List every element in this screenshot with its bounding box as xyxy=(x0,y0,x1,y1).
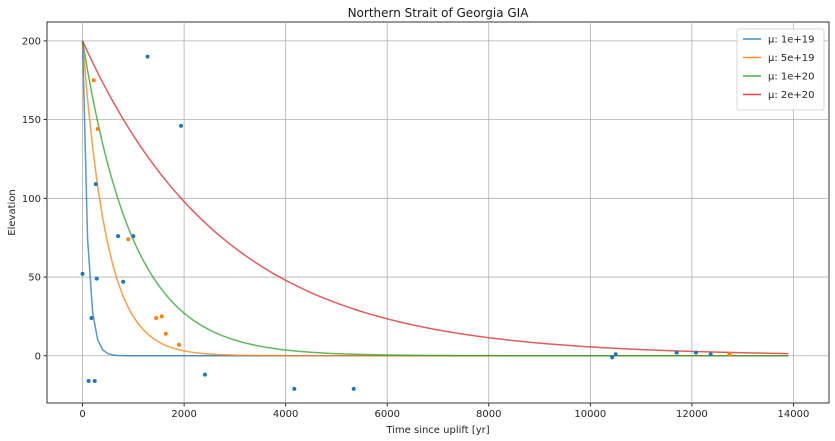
data-point-1e+19 xyxy=(86,378,91,383)
plot-area xyxy=(46,21,830,404)
axis-ticks: 0 2000 4000 6000 8000 10000 12000 14000 0 50 100 15… xyxy=(22,36,809,420)
legend-label-5e+19: μ: 5e+19 xyxy=(768,53,815,64)
data-point-5e+19 xyxy=(95,127,100,132)
grid xyxy=(47,22,829,403)
y-tick-label: 50 xyxy=(28,273,41,284)
data-point-1e+19 xyxy=(116,234,121,239)
y-tick-label: 0 xyxy=(35,351,41,362)
legend-label-1e+19: μ: 1e+19 xyxy=(768,35,815,46)
series-line-1e+20 xyxy=(81,40,789,357)
data-point-5e+19 xyxy=(177,342,182,347)
data-point-1e+19 xyxy=(674,350,679,355)
x-axis-label: Time since uplift [yr] xyxy=(385,425,489,436)
legend-label-1e+20: μ: 1e+20 xyxy=(768,72,815,83)
data-point-1e+19 xyxy=(80,271,85,276)
x-tick-label: 0 xyxy=(79,409,85,420)
y-tick-label: 200 xyxy=(22,36,41,47)
x-tick-label: 14000 xyxy=(778,409,810,420)
data-point-1e+19 xyxy=(131,234,136,239)
data-point-1e+19 xyxy=(613,352,618,357)
x-tick-label: 2000 xyxy=(171,409,196,420)
data-point-1e+19 xyxy=(351,386,356,391)
y-tick-label: 100 xyxy=(22,194,41,205)
legend: μ: 1e+19 μ: 5e+19 μ: 1e+20 μ: 2e+20 xyxy=(736,28,825,111)
data-point-1e+19 xyxy=(93,182,98,187)
data-point-5e+19 xyxy=(126,237,131,242)
data-point-5e+19 xyxy=(154,315,159,320)
y-tick-label: 150 xyxy=(22,115,41,126)
series-line-2e+20 xyxy=(81,40,789,355)
data-point-1e+19 xyxy=(121,279,126,284)
data-point-1e+19 xyxy=(145,54,150,59)
x-tick-label: 8000 xyxy=(476,409,501,420)
chart-title: Northern Strait of Georgia GIA xyxy=(348,6,530,20)
y-axis-label: Elevation xyxy=(7,189,18,235)
x-tick-label: 4000 xyxy=(273,409,298,420)
fit-curves xyxy=(81,40,789,357)
data-point-1e+19 xyxy=(89,315,94,320)
legend-box xyxy=(736,28,825,111)
x-tick-label: 12000 xyxy=(676,409,708,420)
data-point-1e+19 xyxy=(610,355,615,360)
x-tick-label: 6000 xyxy=(374,409,399,420)
data-point-1e+19 xyxy=(708,352,713,357)
data-point-5e+19 xyxy=(159,314,164,319)
data-point-5e+19 xyxy=(727,352,732,357)
data-point-1e+19 xyxy=(693,350,698,355)
data-point-5e+19 xyxy=(163,331,168,336)
data-point-1e+19 xyxy=(202,372,207,377)
data-point-1e+19 xyxy=(94,276,99,281)
data-point-1e+19 xyxy=(92,378,97,383)
legend-label-2e+20: μ: 2e+20 xyxy=(768,90,815,101)
data-point-1e+19 xyxy=(292,386,297,391)
data-points xyxy=(80,54,732,391)
x-tick-label: 10000 xyxy=(574,409,606,420)
data-point-5e+19 xyxy=(91,78,96,83)
data-point-1e+19 xyxy=(179,123,184,128)
